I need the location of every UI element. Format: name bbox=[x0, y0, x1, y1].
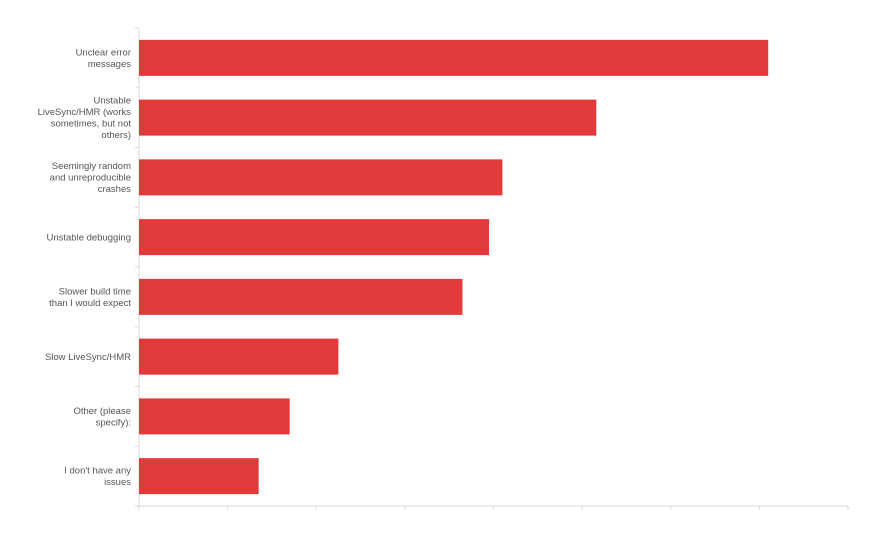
bar bbox=[139, 278, 463, 315]
bar bbox=[139, 159, 503, 196]
bar bbox=[139, 219, 490, 256]
category-label: Unclear error messages bbox=[76, 47, 132, 70]
bar bbox=[139, 39, 769, 76]
category-label: Unstable LiveSync/HMR (works sometimes, bu… bbox=[38, 96, 132, 142]
bar bbox=[139, 458, 259, 495]
category-label: Slower build time than I would expect bbox=[49, 286, 131, 309]
bar bbox=[139, 398, 290, 435]
category-label: Other (please specify): bbox=[73, 406, 131, 429]
bar bbox=[139, 338, 339, 375]
category-label: I don't have any issues bbox=[64, 466, 131, 489]
bar bbox=[139, 99, 597, 136]
category-label: Seemingly random and unreproducible crashe… bbox=[50, 161, 132, 195]
category-label: Unstable debugging bbox=[46, 232, 131, 243]
category-label: Slow LiveSync/HMR bbox=[45, 352, 131, 363]
